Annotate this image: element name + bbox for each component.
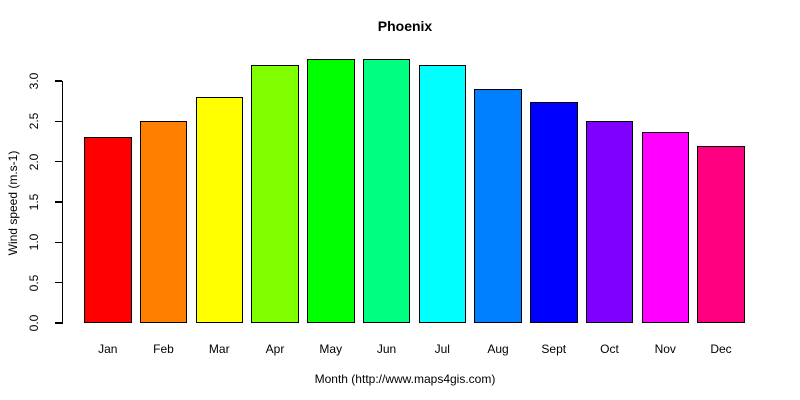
y-tick bbox=[54, 201, 62, 203]
x-tick-label-jul: Jul bbox=[434, 342, 450, 356]
y-tick-label: 3.0 bbox=[27, 72, 41, 90]
bar-feb bbox=[139, 120, 188, 323]
y-tick bbox=[54, 160, 62, 163]
bar-may bbox=[307, 59, 355, 323]
bar-jan bbox=[84, 137, 132, 323]
x-tick-label-dec: Dec bbox=[710, 342, 732, 356]
x-tick-label-jun: Jun bbox=[376, 342, 397, 356]
y-tick bbox=[54, 281, 62, 284]
bar-aug bbox=[474, 89, 522, 323]
x-tick-label-oct: Oct bbox=[600, 342, 619, 356]
bar-jun bbox=[362, 59, 411, 323]
x-tick-label-nov: Nov bbox=[654, 342, 676, 356]
y-tick-label: 2.0 bbox=[27, 153, 41, 170]
y-axis-label: Wind speed (m.s-1) bbox=[6, 150, 20, 256]
y-tick bbox=[54, 80, 62, 82]
x-tick-label-aug: Aug bbox=[487, 342, 509, 356]
bar-sept bbox=[530, 101, 578, 323]
y-tick-label: 2.5 bbox=[27, 112, 41, 130]
bar-nov bbox=[641, 131, 689, 323]
y-tick-label: 1.0 bbox=[27, 233, 41, 251]
bar-dec bbox=[697, 145, 745, 323]
y-tick bbox=[54, 241, 62, 244]
x-tick-label-apr: Apr bbox=[265, 342, 285, 356]
x-tick-label-jan: Jan bbox=[98, 342, 118, 356]
y-axis bbox=[61, 80, 63, 325]
x-axis-label: Month (http://www.maps4gis.com) bbox=[314, 372, 496, 386]
y-tick-label: 1.5 bbox=[27, 193, 41, 211]
y-tick-label: 0.0 bbox=[27, 314, 41, 332]
bar-jul bbox=[418, 64, 466, 323]
bar-apr bbox=[251, 64, 299, 323]
chart-title: Phoenix bbox=[377, 18, 433, 34]
bar-mar bbox=[195, 97, 243, 323]
y-tick bbox=[54, 120, 62, 123]
x-tick-label-sept: Sept bbox=[541, 342, 567, 356]
x-tick-label-may: May bbox=[319, 342, 343, 356]
bar-oct bbox=[585, 120, 634, 323]
x-tick-label-mar: Mar bbox=[208, 342, 230, 356]
y-tick bbox=[54, 322, 62, 324]
y-tick-label: 0.5 bbox=[27, 274, 41, 291]
x-tick-label-feb: Feb bbox=[153, 342, 174, 356]
